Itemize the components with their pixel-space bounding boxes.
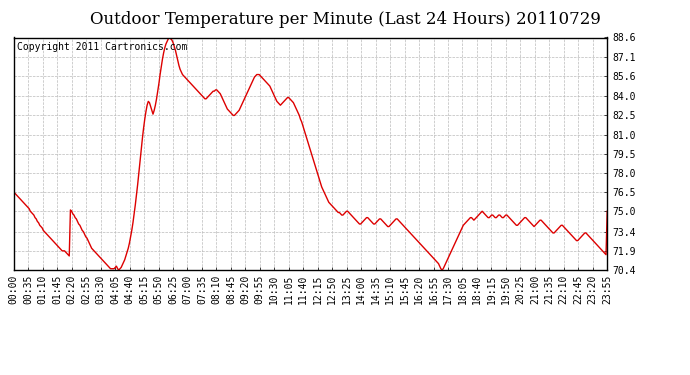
Text: Copyright 2011 Cartronics.com: Copyright 2011 Cartronics.com <box>17 42 187 52</box>
Text: Outdoor Temperature per Minute (Last 24 Hours) 20110729: Outdoor Temperature per Minute (Last 24 … <box>90 11 600 28</box>
